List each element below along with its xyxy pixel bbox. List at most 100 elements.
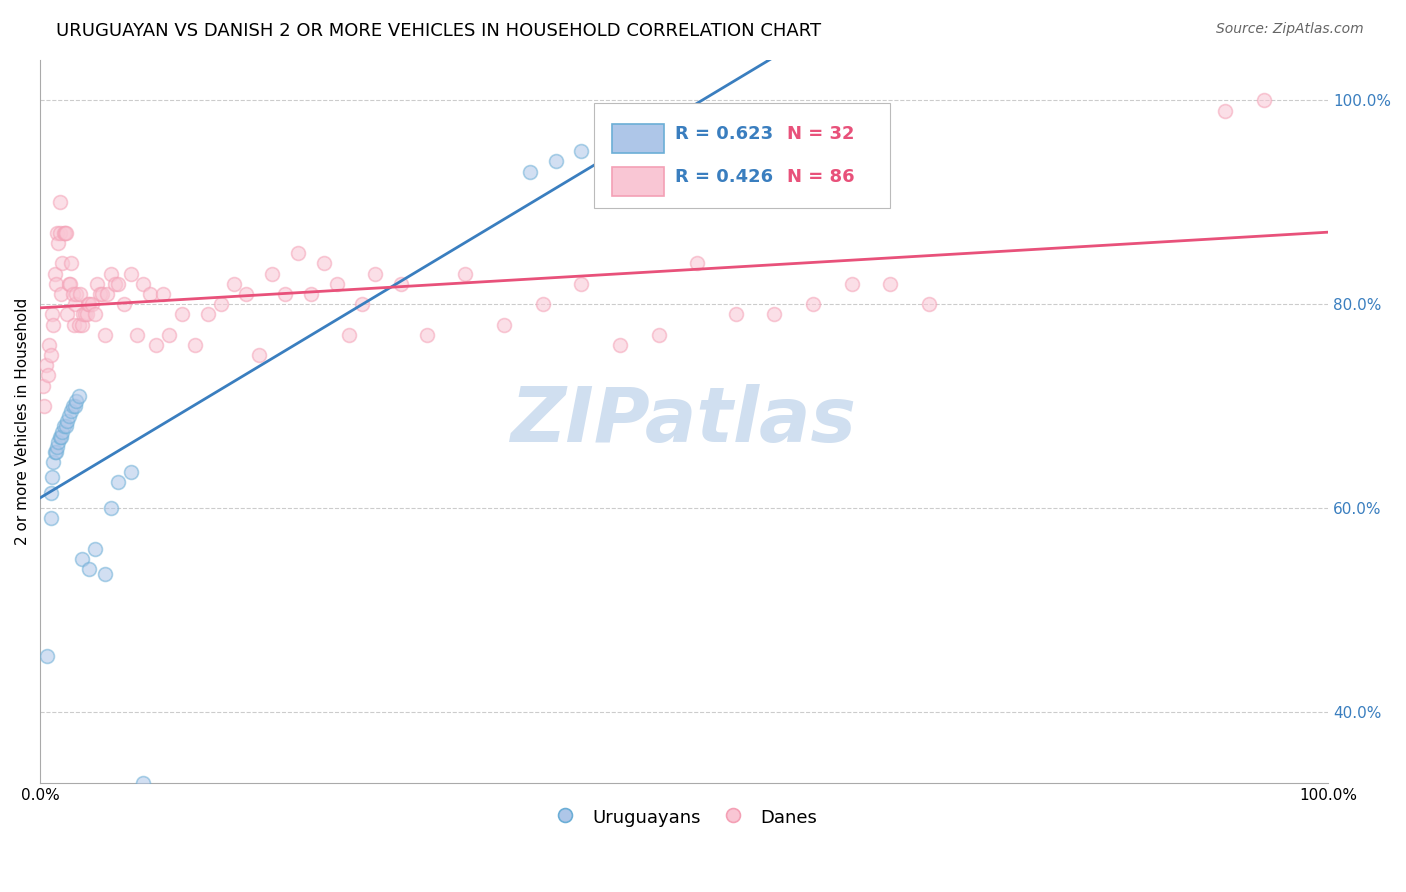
Point — [125, 327, 148, 342]
Point — [69, 287, 91, 301]
Point — [83, 307, 105, 321]
Point — [48, 434, 70, 449]
Text: R = 0.426: R = 0.426 — [675, 168, 773, 186]
Point — [416, 327, 439, 342]
Y-axis label: 2 or more Vehicles in Household: 2 or more Vehicles in Household — [15, 298, 30, 545]
Point — [37, 368, 59, 383]
Point — [339, 327, 361, 342]
Point — [724, 307, 747, 321]
Point — [49, 429, 72, 443]
Point — [42, 455, 65, 469]
Text: R = 0.623: R = 0.623 — [675, 125, 773, 143]
Point — [51, 256, 73, 270]
Point — [235, 287, 257, 301]
Point — [647, 327, 669, 342]
Point — [94, 567, 117, 582]
Point — [44, 267, 66, 281]
Point — [89, 287, 111, 301]
Point — [56, 307, 79, 321]
Point — [139, 287, 162, 301]
Point — [170, 307, 193, 321]
Point — [100, 267, 122, 281]
Point — [454, 267, 477, 281]
Point — [65, 393, 87, 408]
Point — [35, 648, 58, 663]
Point — [52, 419, 75, 434]
Text: Source: ZipAtlas.com: Source: ZipAtlas.com — [1216, 22, 1364, 37]
Point — [299, 287, 322, 301]
Point — [41, 307, 63, 321]
Point — [62, 399, 84, 413]
Point — [38, 338, 60, 352]
Point — [48, 226, 70, 240]
Point — [145, 338, 167, 352]
Point — [569, 277, 592, 291]
Point — [325, 277, 347, 291]
Point — [45, 445, 67, 459]
Text: ZIPatlas: ZIPatlas — [512, 384, 858, 458]
Point — [763, 307, 786, 321]
Point — [152, 287, 174, 301]
Point — [63, 399, 86, 413]
Point — [48, 195, 70, 210]
Point — [72, 307, 94, 321]
Point — [531, 297, 554, 311]
Point — [70, 318, 93, 332]
Point — [918, 297, 941, 311]
Point — [287, 246, 309, 260]
Point — [274, 287, 297, 301]
Point — [83, 541, 105, 556]
Point — [104, 277, 127, 291]
Point — [48, 235, 70, 250]
Point — [70, 552, 93, 566]
Point — [112, 297, 135, 311]
Point — [132, 277, 155, 291]
Point — [39, 485, 62, 500]
Point — [262, 267, 284, 281]
Point — [63, 297, 86, 311]
Point — [120, 465, 142, 479]
Point — [107, 475, 129, 490]
Point — [100, 500, 122, 515]
Point — [55, 226, 77, 240]
Point — [60, 256, 83, 270]
Point — [132, 776, 155, 790]
Point — [39, 348, 62, 362]
Point — [42, 318, 65, 332]
Point — [45, 277, 67, 291]
Point — [52, 226, 75, 240]
Point — [569, 145, 592, 159]
Point — [94, 327, 117, 342]
Point — [58, 409, 80, 424]
Point — [56, 414, 79, 428]
Point — [59, 277, 82, 291]
Point — [157, 327, 180, 342]
Point — [91, 287, 114, 301]
Point — [389, 277, 412, 291]
Point — [76, 307, 98, 321]
Point — [841, 277, 863, 291]
Point — [222, 277, 245, 291]
Point — [801, 297, 824, 311]
Point — [77, 297, 100, 311]
Point — [46, 226, 69, 240]
Point — [247, 348, 270, 362]
Point — [32, 378, 55, 392]
Text: N = 86: N = 86 — [787, 168, 855, 186]
Point — [58, 277, 80, 291]
Point — [49, 287, 72, 301]
Point — [39, 511, 62, 525]
Point — [184, 338, 207, 352]
Point — [80, 297, 103, 311]
Point — [63, 318, 86, 332]
Point — [197, 307, 219, 321]
Point — [519, 164, 541, 178]
Point — [609, 338, 631, 352]
Point — [120, 267, 142, 281]
Point — [1213, 103, 1236, 118]
Point — [79, 297, 101, 311]
Point — [34, 359, 56, 373]
Point — [46, 440, 69, 454]
Point — [51, 425, 73, 439]
Text: N = 32: N = 32 — [787, 125, 855, 143]
